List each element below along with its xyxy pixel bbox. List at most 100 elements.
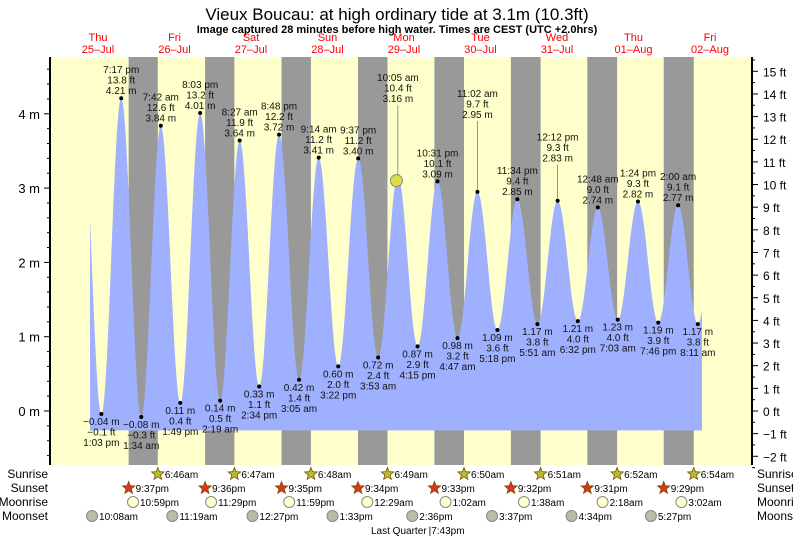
y-tick-label-ft: 5 ft — [763, 292, 780, 306]
low-tide-point — [656, 320, 661, 325]
moonset-time: 3:37pm — [499, 512, 532, 523]
moonrise-time: 2:18am — [610, 498, 643, 509]
moonset-icon — [86, 510, 99, 522]
low-tide-label: 0.33 m — [244, 389, 275, 400]
high-tide-label: 8:48 pm — [261, 102, 297, 113]
low-tide-label: 0.72 m — [363, 361, 394, 372]
y-tick-label-ft: 6 ft — [763, 269, 780, 283]
high-tide-label: 1:24 pm — [620, 168, 656, 179]
high-tide-point — [119, 96, 124, 101]
low-tide-label: 2:19 am — [202, 425, 238, 436]
high-tide-label: 12:48 am — [577, 174, 619, 185]
sunset-icon — [503, 480, 519, 495]
low-tide-label-group: 0.87 m2.9 ft4:15 pm — [399, 349, 435, 381]
high-tide-label-group: 3.84 m12.6 ft7:42 am — [143, 93, 179, 125]
y-tick-label-ft: 1 ft — [763, 382, 780, 396]
moonset-icon — [644, 510, 657, 522]
low-tide-label: 0.60 m — [323, 369, 354, 380]
low-tide-label-group: 1.19 m3.9 ft7:46 pm — [640, 326, 676, 358]
low-tide-label: 2.0 ft — [327, 380, 349, 391]
high-tide-point — [676, 203, 681, 208]
high-tide-point — [515, 197, 520, 202]
y-tick-label-ft: 4 ft — [763, 314, 780, 328]
moonset-time: 5:27pm — [658, 512, 691, 523]
moonrise-time: 11:29pm — [218, 498, 256, 509]
moonset-time: 2:36pm — [419, 512, 452, 523]
high-tide-point — [237, 138, 242, 143]
y-tick-label-ft: 10 ft — [763, 179, 787, 193]
high-tide-label: 12.6 ft — [147, 103, 175, 114]
y-tick-label-m: 2 m — [18, 255, 40, 270]
moonrise-time: 1:02am — [453, 498, 486, 509]
y-tick-label-ft: −2 ft — [763, 450, 787, 464]
high-tide-label: 10:31 pm — [417, 148, 459, 159]
moonrise-time: 12:29am — [374, 498, 413, 509]
low-tide-label: 1.17 m — [522, 327, 553, 338]
sunset-icon — [350, 480, 366, 495]
date-label: 29–Jul — [388, 44, 420, 56]
sunset-icon — [427, 480, 442, 495]
low-tide-label: 4.0 ft — [567, 335, 589, 346]
low-tide-label: −0.1 ft — [87, 427, 115, 438]
sunrise-icon — [609, 466, 625, 481]
low-tide-label: 8:11 am — [680, 348, 715, 359]
low-tide-label-group: 1.23 m4.0 ft7:03 am — [600, 323, 636, 355]
sunset-icon — [197, 480, 213, 495]
low-tide-label-group: 0.14 m0.5 ft2:19 am — [202, 404, 238, 436]
day-label: Thu — [624, 32, 643, 44]
low-tide-label: 1:03 pm — [83, 438, 119, 449]
day-label: Thu — [89, 32, 108, 44]
low-tide-label: 0.87 m — [402, 349, 433, 360]
low-tide-point — [575, 319, 580, 324]
high-tide-label: 11.2 ft — [345, 136, 372, 147]
moonset-time: 4:34pm — [579, 512, 612, 523]
date-label: 01–Aug — [615, 44, 653, 56]
high-tide-label-group: 4.01 m13.2 ft8:03 pm — [182, 80, 218, 112]
high-tide-point — [158, 123, 163, 128]
moonrise-icon — [283, 496, 296, 508]
sunrise-time: 6:50am — [471, 470, 504, 481]
low-tide-point — [695, 322, 700, 327]
low-tide-label-group: −0.08 m−0.3 ft1:34 am — [123, 420, 159, 452]
date-label: 27–Jul — [235, 44, 267, 56]
high-tide-label: 2.82 m — [623, 189, 654, 200]
sunset-icon — [580, 480, 595, 495]
moonset-icon — [166, 510, 179, 522]
sunrise-icon — [227, 466, 242, 481]
high-tide-point — [555, 198, 560, 203]
y-tick-label-ft: 3 ft — [763, 337, 780, 351]
low-tide-label: 4:47 am — [439, 362, 475, 373]
y-tick-label-ft: 14 ft — [763, 88, 787, 102]
low-tide-point — [139, 414, 144, 419]
moonrise-time: 3:02am — [688, 498, 721, 509]
high-tide-point — [595, 205, 600, 210]
high-tide-label: 9.1 ft — [667, 183, 689, 194]
low-tide-label-group: 1.17 m3.8 ft5:51 am — [519, 327, 555, 359]
low-tide-label: 1:34 am — [123, 441, 159, 452]
sunset-time: 9:36pm — [212, 484, 245, 495]
low-tide-label: 0.5 ft — [209, 414, 231, 425]
low-tide-label: 1.19 m — [643, 326, 674, 337]
high-tide-point — [435, 179, 440, 184]
moonrise-icon — [517, 496, 530, 508]
y-tick-label-ft: 13 ft — [763, 111, 787, 125]
day-label: Tue — [471, 32, 490, 44]
high-tide-label: 10.1 ft — [424, 159, 452, 170]
moon-phase-label: Last Quarter — [371, 526, 427, 537]
low-tide-label: 1:49 pm — [162, 427, 198, 438]
low-tide-point — [415, 344, 420, 349]
low-tide-label: 0.42 m — [284, 383, 315, 394]
sunset-row-label-right: Sunset — [757, 481, 793, 495]
moonset-icon — [486, 510, 499, 522]
high-tide-label: 3.64 m — [224, 129, 255, 140]
low-tide-label-group: 0.11 m0.4 ft1:49 pm — [162, 406, 198, 438]
high-tide-label: 9.0 ft — [587, 185, 609, 196]
sunset-icon — [274, 480, 289, 495]
sunrise-icon — [533, 466, 548, 481]
sunrise-row-label: Sunrise — [7, 467, 48, 481]
sunset-time: 9:35pm — [289, 484, 322, 495]
high-tide-label: 7:42 am — [143, 93, 179, 104]
